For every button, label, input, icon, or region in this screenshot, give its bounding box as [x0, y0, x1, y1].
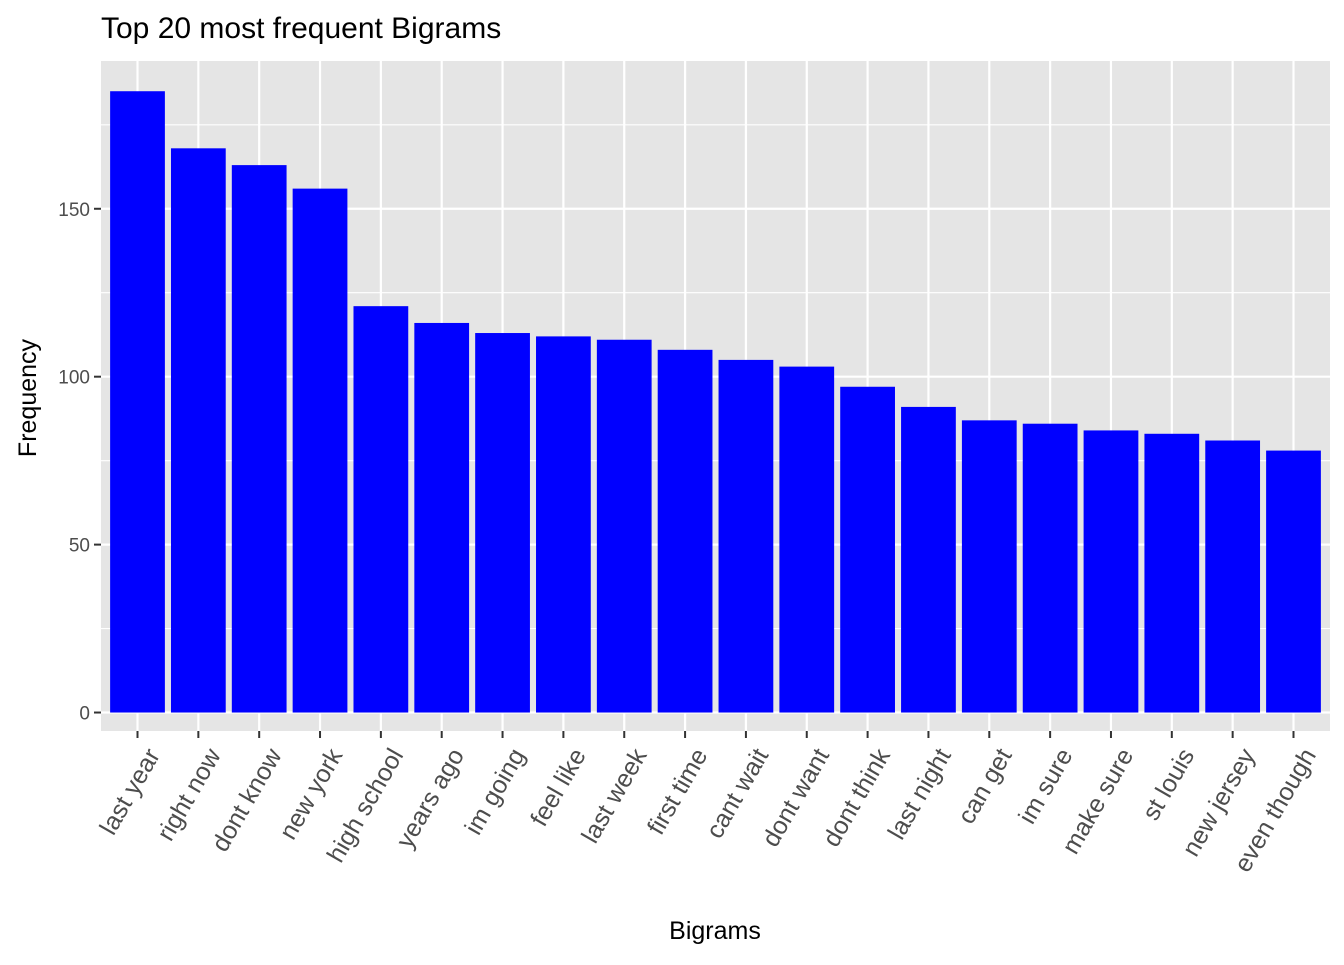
bar	[1266, 450, 1321, 713]
bar	[840, 386, 895, 713]
bar	[961, 420, 1017, 713]
y-tick-label: 100	[58, 368, 90, 389]
bar	[901, 406, 956, 713]
bar	[110, 91, 165, 713]
bar	[353, 306, 409, 713]
x-tick-label: im going	[459, 744, 530, 840]
bar	[1144, 433, 1200, 713]
chart-title: Top 20 most frequent Bigrams	[101, 12, 501, 45]
bar	[170, 148, 226, 713]
y-tick-label: 50	[69, 536, 90, 557]
bar	[475, 333, 530, 713]
bar	[1083, 430, 1139, 713]
bar	[1022, 423, 1078, 713]
x-tick-label: feel like	[525, 744, 592, 831]
y-tick-label: 0	[79, 704, 90, 725]
x-axis-title: Bigrams	[669, 917, 761, 945]
bar	[718, 359, 774, 713]
bar	[779, 366, 835, 713]
bar	[536, 336, 591, 713]
bar	[1205, 440, 1261, 713]
x-tick-label: can get	[952, 744, 1017, 829]
bars	[110, 91, 1321, 713]
x-tick-label: im sure	[1013, 744, 1078, 829]
x-tick-label: st louis	[1137, 744, 1200, 825]
y-axis: 0 50 100 150	[58, 200, 101, 725]
y-axis-title: Frequency	[14, 338, 42, 457]
y-tick-label: 150	[58, 200, 90, 221]
bar	[414, 322, 470, 713]
bar	[231, 165, 287, 713]
bar	[657, 349, 713, 713]
bar	[596, 339, 652, 713]
bar	[292, 188, 348, 713]
